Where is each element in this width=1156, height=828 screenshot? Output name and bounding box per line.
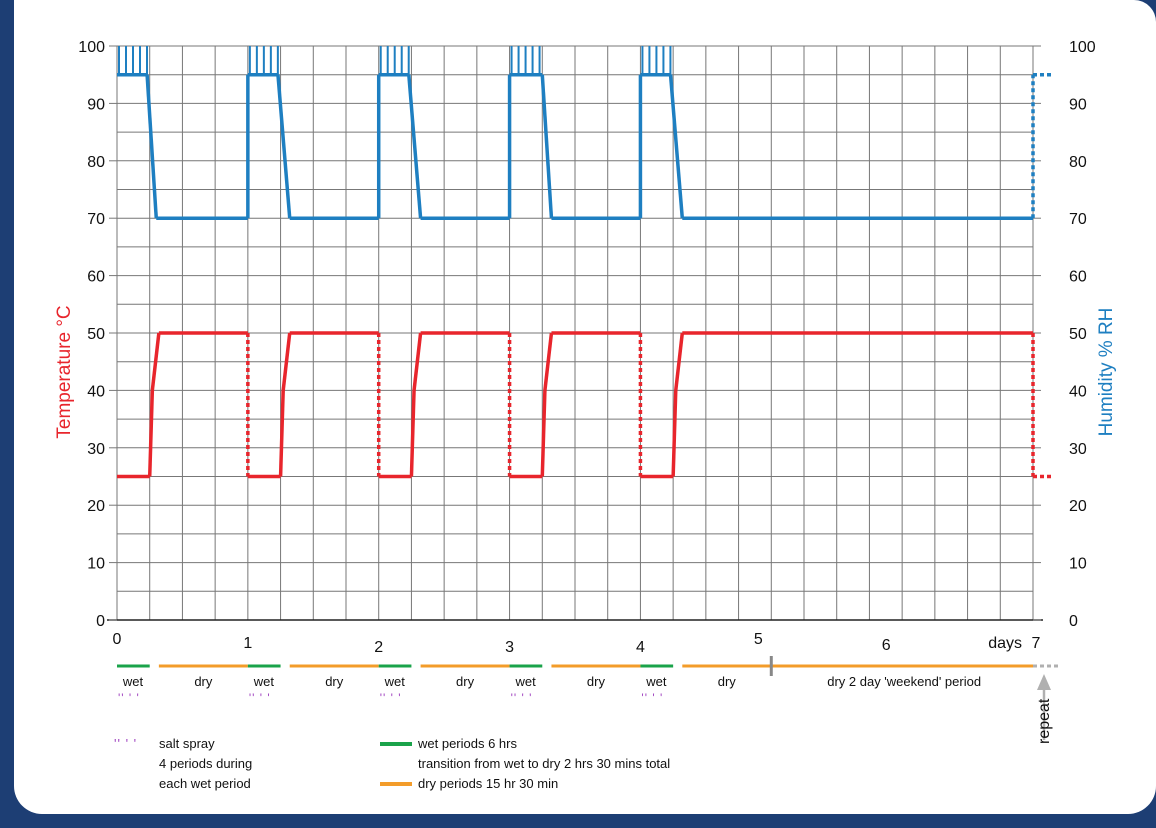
y-tick-label-left: 80 <box>87 154 105 171</box>
humidity-series <box>117 72 1053 220</box>
temperature-segment <box>540 390 547 477</box>
dry-phase-label: dry <box>325 674 344 689</box>
dry-phase-label: dry <box>587 674 606 689</box>
temperature-segment <box>147 390 155 477</box>
x-tick-label: 7 <box>1032 635 1041 652</box>
humidity-segment <box>145 74 159 219</box>
y-axis-left: 0 10 20 30 40 50 60 70 80 90 100 <box>78 39 105 630</box>
legend-wet: wet periods 6 hrs <box>417 736 517 751</box>
x-tick-label: 2 <box>374 639 383 656</box>
phase-timeline: wet dry wet dry wet dry wet dry wet dry dry 2 day … <box>117 656 1061 705</box>
temperature-segment <box>150 332 161 391</box>
wet-phase-label: wet <box>645 674 667 689</box>
dry-phase-label: dry 2 day 'weekend' period <box>827 674 981 689</box>
temperature-series <box>117 331 1053 479</box>
humidity-segment <box>407 74 423 219</box>
y-tick-label-right: 70 <box>1069 211 1087 228</box>
y-tick-label-left: 30 <box>87 441 105 458</box>
x-tick-label: 4 <box>636 639 645 656</box>
salt-spray-marker: '' ' ' <box>380 691 402 705</box>
y-tick-label-left: 60 <box>87 269 105 286</box>
humidity-segment <box>276 74 292 219</box>
y-tick-label-left: 100 <box>78 39 105 56</box>
dry-phase-label: dry <box>456 674 475 689</box>
legend-dry: dry periods 15 hr 30 min <box>418 776 558 791</box>
legend-salt-note-2: each wet period <box>159 776 251 791</box>
y-tick-label-right: 30 <box>1069 441 1087 458</box>
chart-panel: 0 10 20 30 40 50 60 70 80 90 100 0 10 20 30 40 50 60 70 80… <box>14 0 1156 814</box>
y-tick-label-right: 100 <box>1069 39 1096 56</box>
dry-phase-label: dry <box>194 674 213 689</box>
temperature-segment <box>671 390 678 477</box>
wet-phase-label: wet <box>514 674 536 689</box>
temperature-segment <box>278 390 285 477</box>
temperature-segment <box>543 332 554 391</box>
x-axis: 0 1 2 3 4 5 6 7 <box>113 631 1041 656</box>
temperature-segment <box>674 332 685 391</box>
wet-phase-label: wet <box>122 674 144 689</box>
salt-spray-marker: '' ' ' <box>249 691 271 705</box>
salt-spray-marker: '' ' ' <box>511 691 533 705</box>
y-tick-label-left: 90 <box>87 96 105 113</box>
dry-phase-label: dry <box>718 674 737 689</box>
y-tick-label-left: 0 <box>96 613 105 630</box>
wet-phase-label: wet <box>253 674 275 689</box>
repeat-label: repeat <box>1036 698 1053 744</box>
legend-salt-swatch: '' ' ' <box>114 736 137 751</box>
repeat-marker: repeat <box>1036 674 1053 744</box>
y-tick-label-right: 60 <box>1069 269 1087 286</box>
wet-phase-label: wet <box>384 674 406 689</box>
y-tick-label-right: 80 <box>1069 154 1087 171</box>
x-axis-unit-label: days <box>988 635 1022 652</box>
repeat-arrow-head <box>1037 674 1051 690</box>
y-tick-label-left: 40 <box>87 383 105 400</box>
y-axis-right-label: Humidity % RH <box>1096 308 1117 437</box>
temperature-segment <box>409 390 416 477</box>
y-axis-right: 0 10 20 30 40 50 60 70 80 90 100 <box>1069 39 1096 630</box>
x-tick-label: 6 <box>882 637 891 654</box>
humidity-segment <box>540 74 554 219</box>
y-tick-label-right: 0 <box>1069 613 1078 630</box>
x-tick-label: 3 <box>505 639 514 656</box>
temperature-segment <box>412 332 423 391</box>
temperature-segment <box>281 332 292 391</box>
x-tick-label: 0 <box>113 631 122 648</box>
y-tick-label-right: 50 <box>1069 326 1087 343</box>
salt-spray-humidity-spikes <box>117 46 672 77</box>
series-layer <box>117 46 1053 479</box>
y-tick-label-left: 20 <box>87 498 105 515</box>
y-tick-label-left: 10 <box>87 556 105 573</box>
salt-spray-marker: '' ' ' <box>118 691 140 705</box>
y-tick-label-right: 90 <box>1069 96 1087 113</box>
salt-spray-marker: '' ' ' <box>641 691 663 705</box>
y-tick-label-left: 50 <box>87 326 105 343</box>
legend-transition: transition from wet to dry 2 hrs 30 mins… <box>418 756 670 771</box>
humidity-segment <box>668 74 685 219</box>
y-tick-label-right: 10 <box>1069 556 1087 573</box>
y-tick-label-right: 20 <box>1069 498 1087 515</box>
y-tick-label-right: 40 <box>1069 383 1087 400</box>
y-tick-label-left: 70 <box>87 211 105 228</box>
legend-salt-note-1: 4 periods during <box>159 756 252 771</box>
y-axis-left-label: Temperature °C <box>54 305 75 438</box>
legend: '' ' ' salt spray 4 periods during each … <box>114 736 670 791</box>
x-tick-label: 5 <box>754 631 763 648</box>
legend-salt-spray: salt spray <box>159 736 215 751</box>
x-tick-label: 1 <box>243 635 252 652</box>
